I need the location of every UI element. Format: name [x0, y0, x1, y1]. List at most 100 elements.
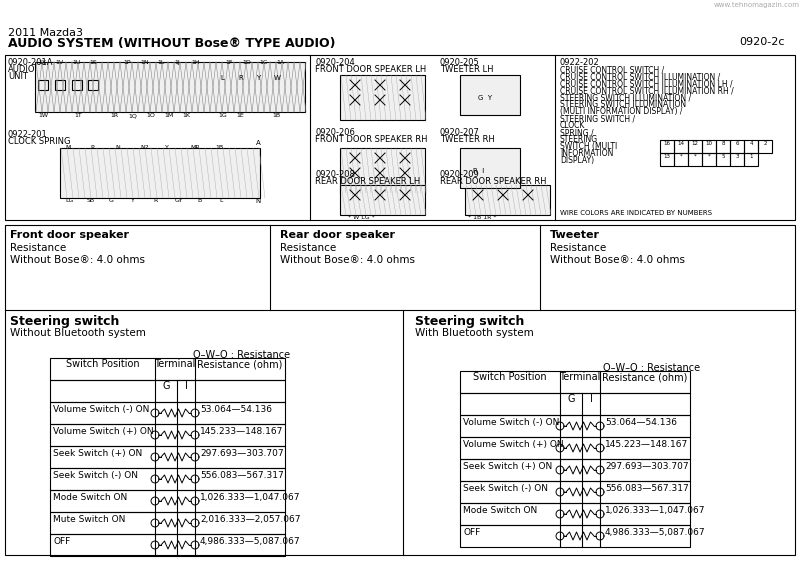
Text: 1X: 1X	[38, 60, 46, 65]
Text: 297.693—303.707: 297.693—303.707	[605, 462, 689, 471]
Text: L: L	[220, 75, 224, 81]
Text: 1G: 1G	[218, 113, 226, 118]
Bar	[50, 468, 285, 490]
Text: 1: 1	[750, 154, 753, 159]
Text: 1R: 1R	[110, 113, 118, 118]
Text: I: I	[590, 394, 593, 404]
Text: TWEETER RH: TWEETER RH	[440, 135, 494, 144]
Text: Front door speaker: Front door speaker	[10, 230, 129, 240]
Bar	[340, 148, 425, 193]
Text: LG: LG	[65, 198, 74, 203]
Bar	[716, 140, 730, 153]
Text: 4,986.333—5,087.067: 4,986.333—5,087.067	[605, 528, 706, 537]
Text: R  I: R I	[473, 168, 484, 174]
Bar	[60, 148, 260, 198]
Text: 10: 10	[706, 141, 713, 146]
Text: www.tehnomagazin.com: www.tehnomagazin.com	[714, 2, 800, 8]
Bar	[460, 415, 690, 437]
Text: STEERING SWITCH ILLUMINATION: STEERING SWITCH ILLUMINATION	[560, 100, 686, 109]
Text: B: B	[197, 198, 202, 203]
Text: With Bluetooth system: With Bluetooth system	[415, 328, 534, 338]
Text: 0920-205: 0920-205	[440, 58, 480, 67]
Bar	[50, 490, 285, 512]
Bar	[460, 148, 520, 188]
Text: Mute Switch ON: Mute Switch ON	[53, 515, 126, 524]
Text: Resistance: Resistance	[10, 243, 66, 253]
Bar	[460, 459, 690, 481]
Bar	[688, 140, 702, 153]
Text: 1T: 1T	[74, 113, 82, 118]
Text: G  Y: G Y	[478, 95, 492, 101]
Bar	[460, 525, 690, 547]
Text: Without Bose®: 4.0 ohms: Without Bose®: 4.0 ohms	[550, 255, 685, 265]
Text: UNIT: UNIT	[8, 72, 28, 81]
Bar	[55, 80, 65, 90]
Text: CRUISE CONTROL SWITCH ILLUMINATION /: CRUISE CONTROL SWITCH ILLUMINATION /	[560, 72, 720, 81]
Text: 0920-204: 0920-204	[315, 58, 354, 67]
Text: STEERING SWITCH ILLUMINATION /: STEERING SWITCH ILLUMINATION /	[560, 93, 691, 102]
Bar	[758, 140, 772, 153]
Text: Resistance (ohm): Resistance (ohm)	[198, 359, 282, 369]
Text: 556.083—567.317: 556.083—567.317	[605, 484, 689, 493]
Text: Resistance: Resistance	[550, 243, 606, 253]
Text: O–W–O : Resistance: O–W–O : Resistance	[193, 350, 290, 360]
Text: STEERING SWITCH /: STEERING SWITCH /	[560, 114, 635, 123]
Text: Seek Switch (-) ON: Seek Switch (-) ON	[53, 471, 138, 480]
Text: CLOCK SPRING: CLOCK SPRING	[8, 137, 70, 146]
Text: 16: 16	[663, 141, 670, 146]
Text: 1W: 1W	[38, 113, 48, 118]
Bar	[730, 153, 744, 166]
Text: 14: 14	[678, 141, 685, 146]
Text: Y: Y	[165, 145, 169, 150]
Text: G: G	[567, 394, 574, 404]
Text: 556.083—567.317: 556.083—567.317	[200, 471, 284, 480]
Text: 4: 4	[750, 141, 753, 146]
Text: Steering switch: Steering switch	[415, 315, 524, 328]
Text: Without Bluetooth system: Without Bluetooth system	[10, 328, 146, 338]
Text: 1S: 1S	[89, 60, 97, 65]
Text: O–W–O : Resistance: O–W–O : Resistance	[603, 363, 700, 373]
Text: 1H: 1H	[191, 60, 200, 65]
Text: 13: 13	[663, 154, 670, 159]
Text: N2: N2	[140, 145, 149, 150]
Bar	[465, 185, 550, 215]
Text: AUDIO: AUDIO	[8, 65, 35, 74]
Bar	[460, 371, 690, 393]
Bar	[460, 393, 690, 415]
Text: N: N	[115, 145, 120, 150]
Text: 1F: 1F	[225, 60, 233, 65]
Bar	[38, 80, 48, 90]
Bar	[50, 358, 285, 380]
Text: 0920-207: 0920-207	[440, 128, 480, 137]
Text: MR: MR	[190, 145, 200, 150]
Text: Resistance (ohm): Resistance (ohm)	[602, 372, 688, 382]
Text: 0922-202: 0922-202	[560, 58, 600, 67]
Text: DISPLAY): DISPLAY)	[560, 156, 594, 165]
Text: Terminal: Terminal	[559, 372, 601, 382]
Text: Mode Switch ON: Mode Switch ON	[53, 493, 127, 502]
Text: 1A: 1A	[276, 60, 284, 65]
Bar	[50, 446, 285, 468]
Text: GY: GY	[175, 198, 183, 203]
Text: SWITCH (MULTI: SWITCH (MULTI	[560, 142, 618, 151]
Text: 1,026.333—1,047.067: 1,026.333—1,047.067	[200, 493, 301, 502]
Text: 1K: 1K	[182, 113, 190, 118]
Bar	[88, 80, 98, 90]
Text: (MULTI INFORMATION DISPLAY) /: (MULTI INFORMATION DISPLAY) /	[560, 107, 682, 116]
Bar	[340, 75, 425, 120]
Bar	[702, 140, 716, 153]
Text: Without Bose®: 4.0 ohms: Without Bose®: 4.0 ohms	[10, 255, 145, 265]
Text: 0920-209: 0920-209	[440, 170, 480, 179]
Text: 1Q: 1Q	[128, 113, 137, 118]
Text: STEERING: STEERING	[560, 135, 598, 144]
Text: Resistance: Resistance	[280, 243, 336, 253]
Text: REAR DOOR SPEAKER LH: REAR DOOR SPEAKER LH	[315, 177, 420, 186]
Text: 145.223—148.167: 145.223—148.167	[605, 440, 688, 449]
Text: L: L	[219, 198, 222, 203]
Bar	[5, 55, 795, 220]
Text: WIRE COLORS ARE INDICATED BY NUMBERS: WIRE COLORS ARE INDICATED BY NUMBERS	[560, 210, 712, 216]
Bar	[50, 402, 285, 424]
Text: Switch Position: Switch Position	[473, 372, 547, 382]
Text: 0920-2c: 0920-2c	[739, 37, 785, 47]
Text: R: R	[238, 75, 242, 81]
